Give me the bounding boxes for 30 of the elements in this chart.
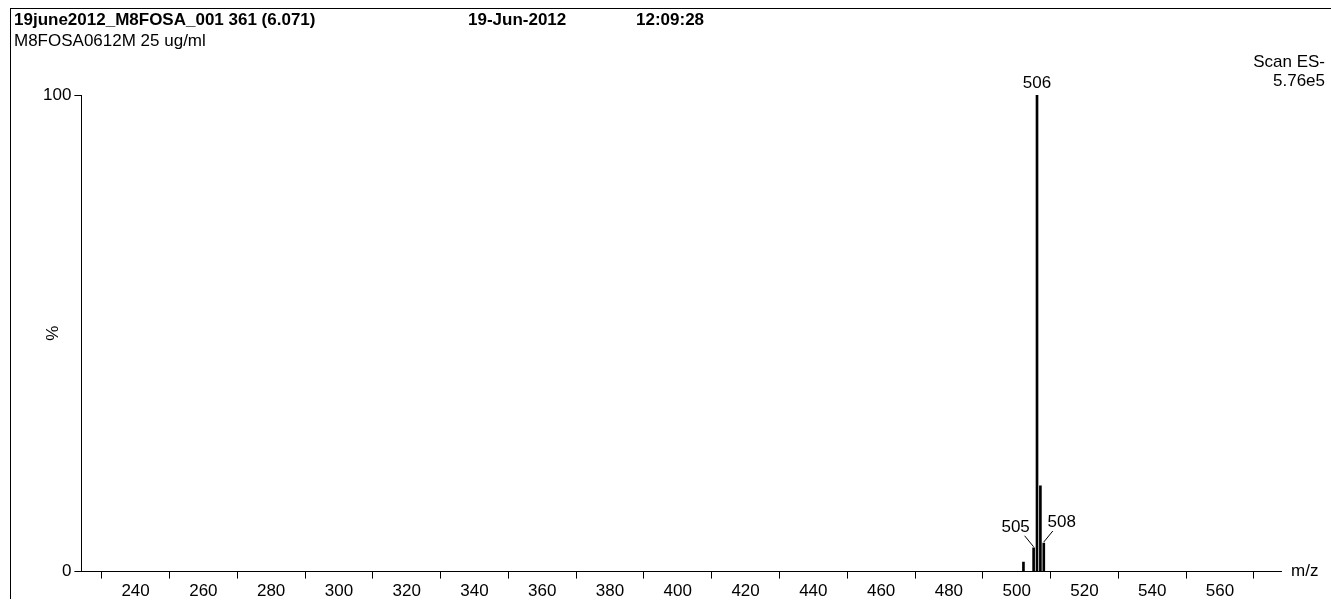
x-tick-label: 520: [1070, 581, 1099, 601]
y-tick-label: 100: [42, 84, 72, 104]
x-tick-label: 540: [1138, 581, 1167, 601]
text: Scan ES-: [1253, 52, 1325, 72]
text: 5.76e5: [1273, 71, 1325, 91]
chart-title: 19june2012_M8FOSA_001 361 (6.071): [14, 10, 316, 30]
x-tick-label: 380: [595, 581, 625, 601]
annotation: 506: [1022, 73, 1052, 93]
x-tick-label: 420: [731, 581, 760, 601]
annotation: 505: [1001, 516, 1030, 536]
x-tick-label: 400: [663, 581, 692, 601]
x-tick-label: 280: [256, 581, 286, 601]
chart-subtitle: M8FOSA0612M 25 ug/ml: [14, 31, 206, 51]
x-tick-label: 340: [460, 581, 489, 601]
x-tick-label: 500: [1002, 581, 1031, 601]
text: 12:09:28: [636, 10, 705, 30]
x-tick-label: 440: [799, 581, 828, 601]
x-tick-label: 560: [1205, 581, 1235, 601]
annotation: 508: [1047, 512, 1076, 532]
x-tick-label: 240: [121, 581, 150, 601]
x-axis-title: m/z: [1291, 561, 1319, 581]
x-tick-label: 320: [392, 581, 421, 601]
y-axis-title: %: [43, 325, 63, 341]
x-tick-label: 360: [528, 581, 557, 601]
y-tick-label: 0: [61, 561, 72, 581]
x-tick-label: 460: [866, 581, 896, 601]
x-tick-label: 300: [324, 581, 354, 601]
x-tick-label: 480: [934, 581, 964, 601]
x-tick-label: 260: [189, 581, 218, 601]
text: 19-Jun-2012: [468, 10, 567, 30]
